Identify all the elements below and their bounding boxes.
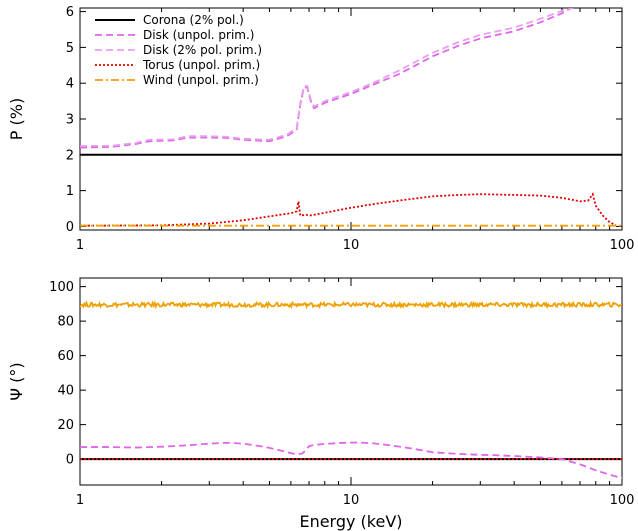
y-axis-title: P (%): [7, 98, 26, 140]
series-line-disk-unpol-prim: [80, 8, 572, 149]
y-tick-label: 100: [49, 280, 74, 295]
y-tick-label: 3: [66, 113, 74, 128]
series-line-wind-unpol-prim: [80, 299, 622, 310]
legend-label-wind-unpol-prim: Wind (unpol. prim.): [143, 73, 259, 87]
legend-label-disk-unpol-prim: Disk (unpol. prim.): [143, 28, 254, 42]
series-line-disk-unpol-prim: [80, 441, 622, 479]
legend-label-torus-unpol-prim: Torus (unpol. prim.): [142, 58, 260, 72]
x-axis-title: Energy (keV): [299, 512, 402, 531]
y-tick-label: 60: [57, 349, 74, 364]
y-tick-label: 40: [57, 384, 74, 399]
x-tick-label: 10: [343, 238, 360, 253]
y-tick-label: 6: [66, 5, 74, 20]
plot-area: [80, 299, 622, 479]
plot-frame: [79, 277, 623, 486]
legend-label-corona-2-pol: Corona (2% pol.): [143, 13, 244, 27]
legend-label-disk-2-pol-prim: Disk (2% pol. prim.): [143, 43, 262, 57]
y-axis-title: Ψ (°): [7, 362, 26, 400]
y-tick-label: 20: [57, 418, 74, 433]
y-tick-label: 2: [66, 148, 74, 163]
x-tick-label: 1: [76, 238, 84, 253]
y-tick-label: 1: [66, 184, 74, 199]
series-line-torus-unpol-prim: [80, 192, 617, 227]
y-tick-label: 5: [66, 41, 74, 56]
x-tick-label: 100: [610, 493, 635, 508]
x-tick-label: 1: [76, 493, 84, 508]
y-tick-label: 80: [57, 315, 74, 330]
plot-area: [80, 8, 622, 227]
y-tick-label: 0: [66, 220, 74, 235]
y-tick-label: 0: [66, 453, 74, 468]
x-tick-label: 100: [610, 238, 635, 253]
legend: Corona (2% pol.)Disk (unpol. prim.)Disk …: [95, 13, 262, 87]
y-tick-label: 4: [66, 77, 74, 92]
x-tick-label: 10: [343, 493, 360, 508]
panel-polarization-angle: 0 20 40 60 80 100 1 10 100 Ψ (°) Energy (keV): [7, 277, 635, 531]
series-line-disk-2-pol-prim: [80, 8, 574, 147]
